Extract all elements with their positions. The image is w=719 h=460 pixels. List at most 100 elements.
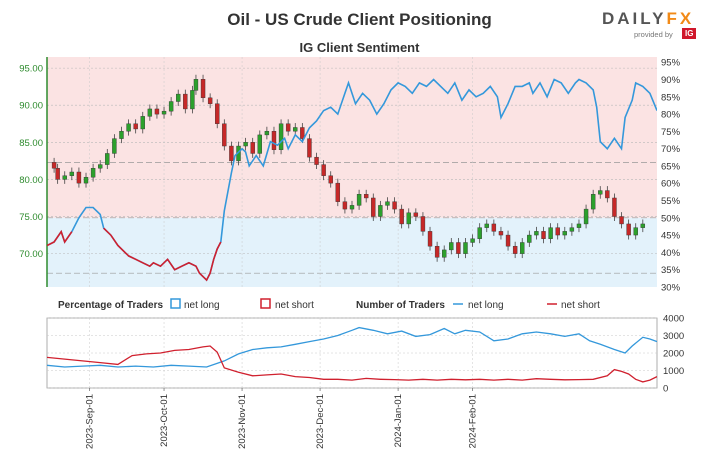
candle-body — [456, 242, 461, 254]
candle-body — [69, 171, 75, 176]
percent-tick-label: 40% — [661, 248, 681, 259]
candle-body — [243, 142, 248, 147]
percent-tick-label: 30% — [661, 283, 681, 294]
candle-body — [378, 205, 383, 217]
candle-body — [314, 156, 319, 165]
candle-body — [349, 205, 355, 210]
count-grid — [47, 317, 657, 389]
candle-body — [505, 234, 511, 247]
candle-body — [293, 127, 298, 132]
percentage-short-line — [47, 227, 222, 282]
candle-body — [257, 134, 262, 154]
count-short-line — [47, 345, 657, 383]
candle-body — [335, 182, 341, 202]
percent-tick-label: 65% — [661, 161, 681, 172]
candle-body — [190, 90, 195, 110]
candle-body — [598, 190, 603, 195]
candle-body — [183, 93, 188, 110]
logo-ig: IG — [682, 28, 697, 39]
candle-body — [562, 231, 567, 236]
candle-body — [520, 242, 525, 254]
candle-body — [55, 168, 60, 180]
percent-tick-label: 85% — [661, 92, 681, 103]
candle-body — [420, 216, 426, 232]
candle-body — [385, 201, 390, 206]
date-tick-label: 2024-Jan-01 — [393, 394, 404, 447]
candle-body — [442, 249, 447, 258]
candle-body — [548, 227, 553, 239]
candle-body — [434, 245, 440, 258]
percent-axis: 30% 35% 40% 45% 50% 55% 60% 65% 70% 75% 80% 85% 90% 9… — [661, 58, 681, 294]
candle-body — [534, 231, 539, 236]
candle-body — [612, 197, 617, 217]
candle-body — [168, 101, 174, 112]
candle-body — [590, 194, 596, 210]
candle-body — [491, 223, 497, 232]
candle-body — [154, 108, 160, 115]
candle-body — [126, 123, 131, 132]
candle-body — [328, 175, 333, 184]
price-tick-label: 80.00 — [19, 175, 43, 186]
percent-tick-label: 60% — [661, 179, 681, 190]
candle-body — [250, 142, 255, 154]
candle-body — [512, 245, 518, 254]
logo-brand: DAILYFX — [602, 9, 695, 28]
candle-body — [449, 242, 454, 251]
legend-num-title: Number of Traders — [356, 300, 445, 311]
trader-count-panel: 0 1000 2000 3000 4000 2023-Sep-01 2023-Oct-01… — [46, 314, 684, 449]
candle-body — [527, 234, 532, 243]
legend-num-short-label: net short — [561, 300, 600, 311]
candle-body — [371, 197, 376, 217]
candle-body — [413, 212, 419, 217]
legend-pct-long-swatch — [170, 298, 181, 309]
candle-body — [477, 227, 482, 239]
price-axis: 70.00 75.00 80.00 85.00 90.00 95.00 — [19, 64, 43, 260]
count-tick-label: 3000 — [663, 331, 684, 342]
candle-body — [51, 162, 57, 169]
candle-body — [97, 164, 103, 169]
candle-body — [176, 93, 181, 102]
legend-pct-title: Percentage of Traders — [58, 300, 163, 311]
percent-tick-label: 75% — [661, 127, 681, 138]
candle-body — [271, 130, 277, 150]
percent-tick-label: 45% — [661, 231, 681, 242]
candle-body — [200, 79, 206, 99]
candle-body — [541, 231, 546, 239]
date-tick-label: 2023-Nov-01 — [237, 394, 248, 449]
candle-body — [427, 231, 433, 247]
percent-tick-label: 95% — [661, 58, 681, 69]
net-long-zone — [47, 217, 657, 287]
candle-body — [83, 176, 89, 184]
percent-tick-label: 90% — [661, 75, 681, 86]
candle-body — [215, 103, 220, 124]
legend-pct-short-label: net short — [275, 300, 314, 311]
candle-body — [264, 130, 270, 136]
count-tick-label: 1000 — [663, 366, 684, 377]
percent-tick-label: 55% — [661, 196, 681, 207]
price-tick-label: 95.00 — [19, 64, 43, 75]
legend-num-long-label: net long — [468, 300, 504, 311]
percent-tick-label: 35% — [661, 265, 681, 276]
chart-subtitle: IG Client Sentiment — [299, 40, 420, 55]
candle-body — [147, 108, 153, 117]
percent-tick-label: 80% — [661, 110, 681, 121]
candle-body — [406, 212, 411, 225]
candle-body — [62, 175, 67, 180]
candle-body — [583, 208, 589, 225]
candles-group — [51, 74, 646, 262]
candle-body — [76, 171, 82, 184]
candle-body — [498, 231, 504, 236]
percent-tick-label: 50% — [661, 213, 681, 224]
dailyfx-logo: DAILYFX provided by IG — [602, 9, 702, 43]
price-tick-label: 85.00 — [19, 138, 43, 149]
candle-body — [463, 242, 468, 254]
candle-body — [342, 201, 348, 210]
candle-body — [300, 127, 305, 139]
candle-body — [470, 238, 475, 243]
date-tick-label: 2023-Oct-01 — [159, 394, 170, 447]
candle-body — [605, 190, 610, 199]
candle-body — [363, 194, 369, 199]
candle-body — [569, 227, 575, 232]
count-tick-label: 2000 — [663, 349, 684, 360]
